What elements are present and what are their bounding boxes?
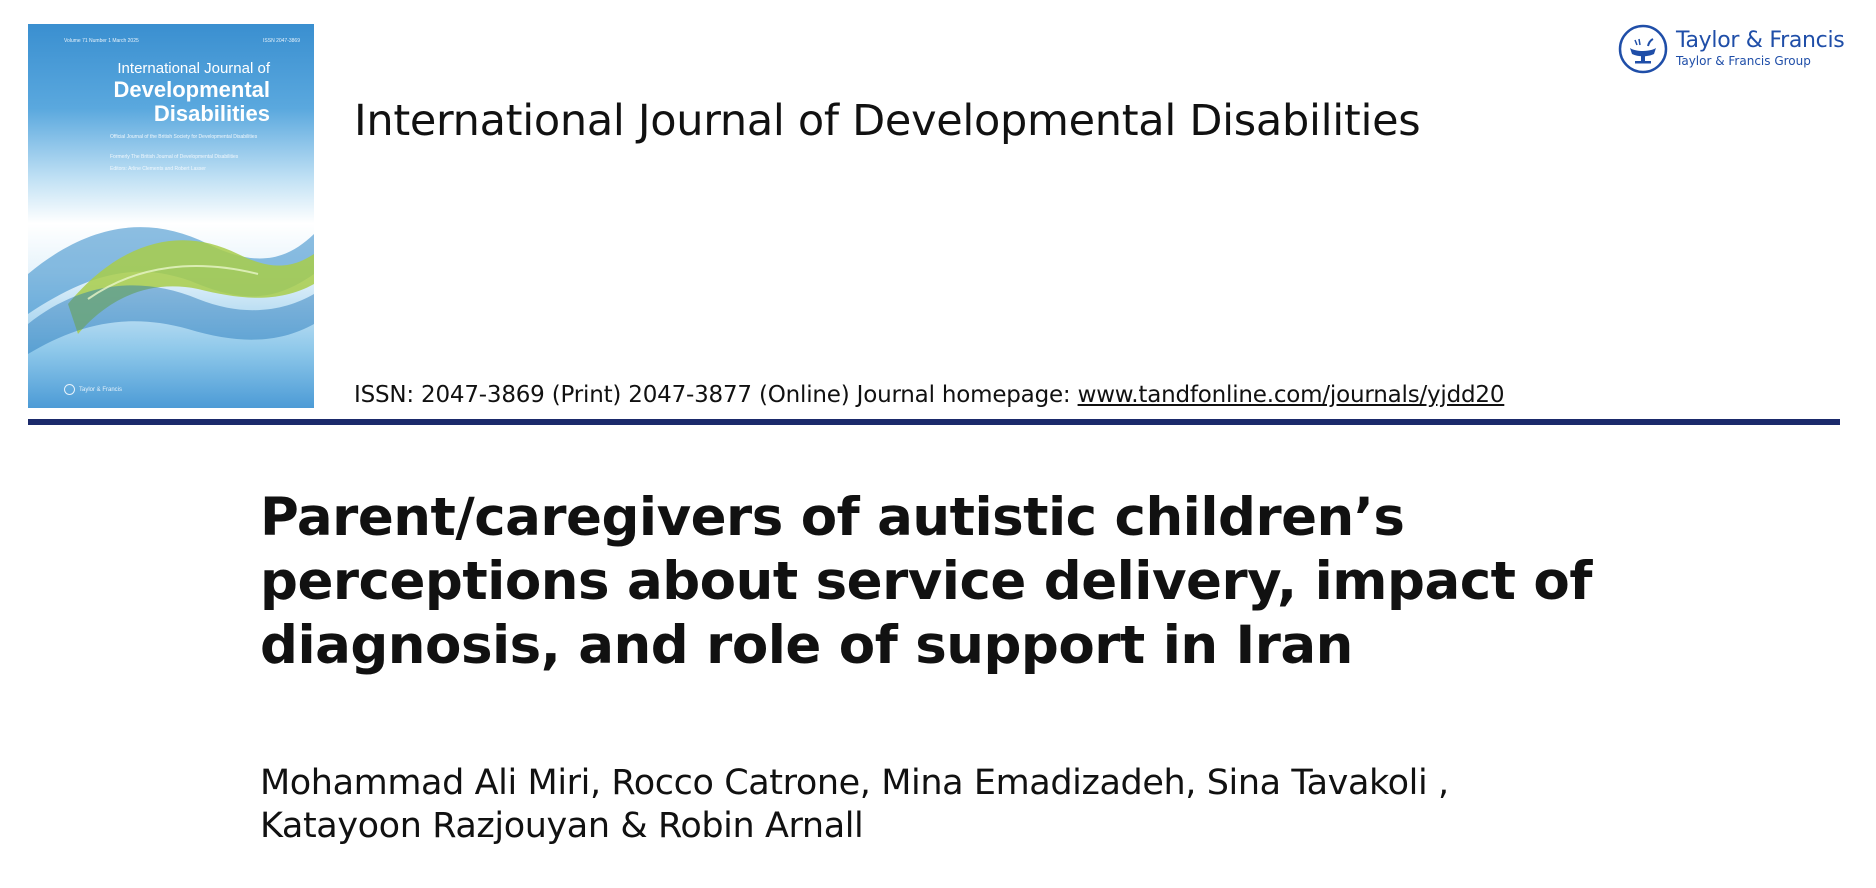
authors-line-2: Katayoon Razjouyan & Robin Arnall [260,806,864,846]
cover-subtitle-3: Editors: Arline Clements and Robert Lass… [110,166,206,172]
taylor-francis-lamp-icon [1618,24,1668,74]
publisher-group: Taylor & Francis Group [1676,54,1811,68]
article-title: Parent/caregivers of autistic children’s… [260,487,1592,676]
cover-publisher-logo: Taylor & Francis [64,384,122,395]
cover-title-line3: Disabilities [153,101,270,126]
issn-text: ISSN: 2047-3869 (Print) 2047-3877 (Onlin… [354,382,1078,408]
cover-wave-graphic [28,227,314,354]
publisher-logo: Taylor & Francis Taylor & Francis Group [1618,24,1845,74]
article-authors: Mohammad Ali Miri, Rocco Catrone, Mina E… [260,762,1600,848]
authors-line-1: Mohammad Ali Miri, Rocco Catrone, Mina E… [260,763,1449,803]
publisher-name: Taylor & Francis [1676,28,1845,53]
journal-title: International Journal of Developmental D… [354,96,1421,146]
cover-title-line2: Developmental [113,77,271,102]
cover-issue-line: Volume 71 Number 1 March 2025 [64,38,139,44]
cover-issn: ISSN 2047-3869 [263,38,300,44]
cover-subtitle-2: Formerly The British Journal of Developm… [110,154,239,160]
cover-logo-icon [64,384,75,395]
cover-subtitle-1: Official Journal of the British Society … [110,134,258,140]
cover-publisher-name: Taylor & Francis [79,386,123,393]
issn-line: ISSN: 2047-3869 (Print) 2047-3877 (Onlin… [354,382,1504,408]
journal-cover-image: Volume 71 Number 1 March 2025 ISSN 2047-… [28,24,314,408]
header-divider [28,419,1840,425]
cover-title-line1: International Journal of [117,60,270,77]
journal-homepage-link[interactable]: www.tandfonline.com/journals/yjdd20 [1077,382,1505,408]
